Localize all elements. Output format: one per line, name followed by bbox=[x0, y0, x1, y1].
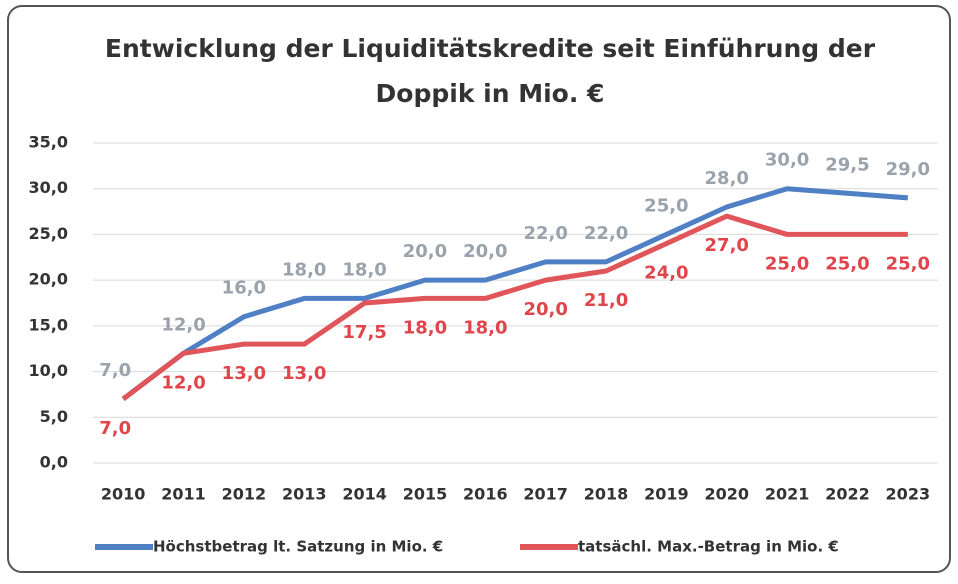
y-tick-label: 20,0 bbox=[29, 270, 68, 289]
data-label: 24,0 bbox=[644, 263, 688, 284]
series-line bbox=[121, 186, 909, 401]
y-tick-label: 30,0 bbox=[29, 178, 68, 197]
data-label: 29,5 bbox=[825, 154, 869, 175]
data-label: 18,0 bbox=[342, 259, 386, 280]
data-label: 20,0 bbox=[403, 241, 447, 262]
data-label: 13,0 bbox=[222, 363, 266, 384]
data-label: 22,0 bbox=[523, 223, 567, 244]
y-tick-label: 0,0 bbox=[40, 453, 68, 472]
data-label: 18,0 bbox=[403, 317, 447, 338]
data-label: 17,5 bbox=[342, 322, 386, 343]
x-tick-label: 2022 bbox=[825, 485, 870, 504]
x-tick-label: 2019 bbox=[644, 485, 689, 504]
x-tick-label: 2020 bbox=[704, 485, 749, 504]
data-label: 7,0 bbox=[99, 360, 131, 381]
data-label: 25,0 bbox=[886, 253, 930, 274]
data-label: 27,0 bbox=[705, 235, 749, 256]
y-tick-label: 5,0 bbox=[40, 407, 68, 426]
legend-label: Höchstbetrag lt. Satzung in Mio. € bbox=[153, 538, 443, 556]
data-label: 20,0 bbox=[463, 241, 507, 262]
data-label: 13,0 bbox=[282, 363, 326, 384]
chart-title: Entwicklung der Liquiditätskredite seit … bbox=[105, 34, 876, 63]
data-label: 29,0 bbox=[886, 159, 930, 180]
y-tick-label: 35,0 bbox=[29, 133, 68, 152]
x-tick-label: 2023 bbox=[886, 485, 931, 504]
data-label: 12,0 bbox=[161, 372, 205, 393]
data-label: 16,0 bbox=[222, 278, 266, 299]
y-tick-label: 25,0 bbox=[29, 224, 68, 243]
x-tick-label: 2015 bbox=[403, 485, 448, 504]
data-label: 18,0 bbox=[463, 317, 507, 338]
x-tick-label: 2012 bbox=[222, 485, 267, 504]
y-tick-label: 10,0 bbox=[29, 361, 68, 380]
x-tick-label: 2013 bbox=[282, 485, 327, 504]
data-label: 28,0 bbox=[705, 168, 749, 189]
x-tick-label: 2011 bbox=[161, 485, 206, 504]
chart-title: Doppik in Mio. € bbox=[376, 79, 605, 108]
data-label: 21,0 bbox=[584, 290, 628, 311]
data-label: 25,0 bbox=[644, 195, 688, 216]
y-tick-label: 15,0 bbox=[29, 315, 68, 334]
data-label: 20,0 bbox=[523, 299, 567, 320]
data-label: 7,0 bbox=[99, 418, 131, 439]
legend-label: tatsächl. Max.-Betrag in Mio. € bbox=[578, 538, 839, 556]
x-tick-label: 2018 bbox=[584, 485, 629, 504]
data-label: 12,0 bbox=[161, 314, 205, 335]
series-line bbox=[121, 213, 908, 401]
x-tick-label: 2017 bbox=[523, 485, 568, 504]
x-tick-label: 2016 bbox=[463, 485, 508, 504]
data-label: 22,0 bbox=[584, 223, 628, 244]
x-tick-label: 2014 bbox=[342, 485, 387, 504]
data-label: 30,0 bbox=[765, 150, 809, 171]
x-tick-label: 2021 bbox=[765, 485, 810, 504]
data-label: 18,0 bbox=[282, 259, 326, 280]
data-label: 25,0 bbox=[765, 253, 809, 274]
x-tick-label: 2010 bbox=[101, 485, 146, 504]
data-label: 25,0 bbox=[825, 253, 869, 274]
chart-frame bbox=[7, 5, 951, 573]
